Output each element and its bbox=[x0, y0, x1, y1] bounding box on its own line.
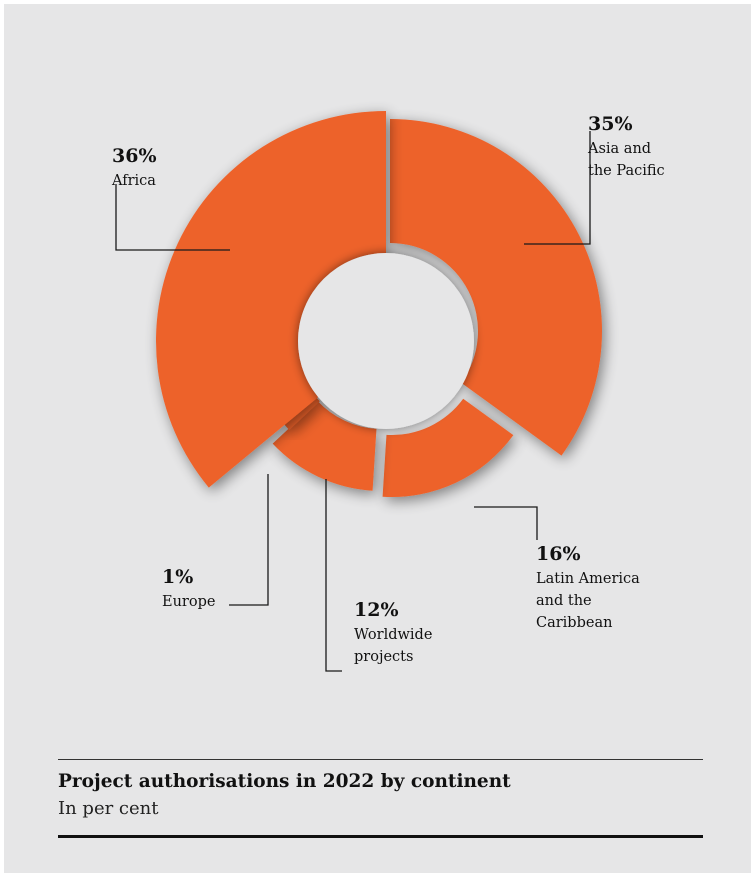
value-label-latin-america-and-the-caribbean: 16% bbox=[536, 543, 581, 565]
leader-line-asia-and-the-pacific bbox=[524, 131, 591, 245]
value-label-europe: 1% bbox=[162, 566, 193, 588]
category-label-latin-america-and-the-caribbean: Latin America bbox=[536, 571, 640, 587]
caption-top-rule bbox=[58, 759, 703, 760]
slice-africa bbox=[155, 111, 386, 488]
slice-latin-america-and-the-caribbean bbox=[382, 398, 514, 497]
category-label-africa: Africa bbox=[111, 173, 156, 189]
leader-line-europe bbox=[229, 474, 269, 606]
chart-panel: 35% Asia and the Pacific 16% Latin America an… bbox=[4, 4, 751, 873]
category-label-europe: Europe bbox=[162, 594, 215, 610]
category-label-asia-and-the-pacific: the Pacific bbox=[588, 163, 665, 179]
leader-line-africa bbox=[115, 184, 230, 251]
slice-worldwide-projects bbox=[272, 401, 377, 491]
category-label-latin-america-and-the-caribbean: Caribbean bbox=[536, 615, 612, 631]
chart-title: Project authorisations in 2022 by contin… bbox=[58, 771, 511, 792]
donut-hole bbox=[298, 253, 474, 429]
value-label-asia-and-the-pacific: 35% bbox=[588, 113, 633, 135]
category-label-latin-america-and-the-caribbean: and the bbox=[536, 593, 592, 609]
category-label-asia-and-the-pacific: Asia and bbox=[587, 141, 651, 157]
chart-subtitle: In per cent bbox=[58, 798, 159, 819]
value-label-africa: 36% bbox=[112, 145, 157, 167]
leader-line-worldwide-projects bbox=[325, 479, 342, 672]
value-label-worldwide-projects: 12% bbox=[354, 599, 399, 621]
slice-asia-and-the-pacific bbox=[390, 119, 602, 456]
category-label-worldwide-projects: projects bbox=[354, 649, 413, 665]
caption-bottom-rule bbox=[58, 835, 703, 838]
category-label-worldwide-projects: Worldwide bbox=[354, 627, 432, 643]
donut-chart: 35% Asia and the Pacific 16% Latin America an… bbox=[111, 111, 665, 672]
leader-line-latin-america-and-the-caribbean bbox=[474, 506, 538, 540]
slice-europe bbox=[283, 397, 320, 430]
